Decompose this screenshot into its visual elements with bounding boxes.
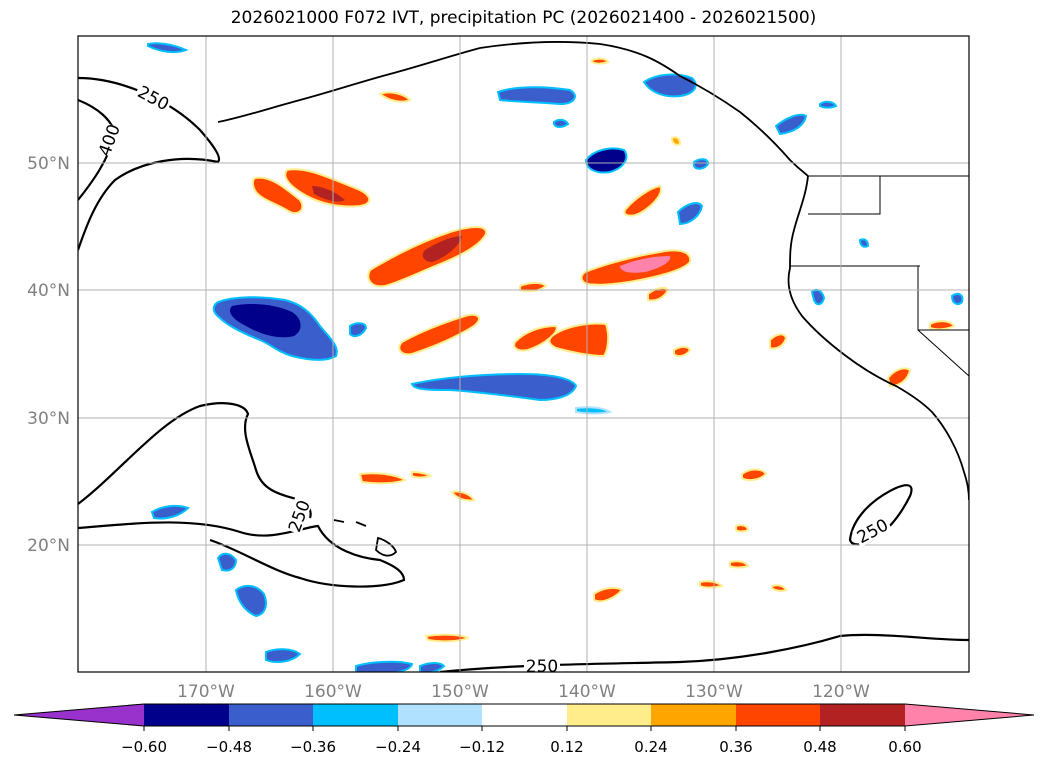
latitude-labels: 50°N 40°N 30°N 20°N: [27, 154, 70, 556]
precip-blob: [229, 304, 301, 338]
precip-blob: [950, 293, 964, 305]
precip-blob: [234, 584, 267, 618]
precip-blob: [251, 176, 304, 214]
contour-label: 250: [526, 657, 558, 677]
lat-label: 50°N: [27, 154, 70, 174]
precip-blob: [424, 633, 471, 643]
precip-blob: [729, 560, 750, 569]
precip-blob: [410, 372, 578, 402]
colorbar-segment-0: [14, 704, 144, 726]
precip-blob: [741, 468, 768, 482]
precip-blob: [265, 648, 302, 663]
precip-blob: [819, 100, 838, 109]
lat-label: 20°N: [27, 536, 70, 556]
colorbar-segment-1: [144, 704, 229, 726]
colorbar-tick-label: 0.36: [719, 738, 752, 756]
colorbar-segment-9: [820, 704, 905, 726]
colorbar-tick-label: −0.36: [290, 738, 336, 756]
colorbar-tick-label: 0.48: [803, 738, 836, 756]
precip-blob: [358, 472, 408, 485]
precip-blob: [670, 136, 682, 146]
colorbar-segment-8: [736, 704, 820, 726]
precip-blob: [548, 322, 610, 358]
precip-blob: [673, 346, 692, 358]
precip-blob: [312, 186, 345, 202]
precip-blob: [411, 470, 432, 479]
colorbar-segment-2: [229, 704, 313, 726]
precip-blob: [419, 662, 446, 672]
border-wa-or: [808, 176, 881, 215]
lat-label: 40°N: [27, 281, 70, 301]
precip-blob: [216, 552, 238, 572]
us-west-coast: [787, 175, 969, 501]
precip-blob: [349, 322, 368, 337]
colorbar-tick-label: −0.12: [459, 738, 505, 756]
precip-blob: [620, 256, 671, 273]
precip-negative-areas: [147, 42, 964, 672]
precip-blob: [355, 660, 414, 672]
map-title: 2026021000 F072 IVT, precipitation PC (2…: [230, 8, 817, 28]
colorbar-tick-label: 0.24: [634, 738, 667, 756]
hawaii-islands: [333, 519, 398, 557]
precip-blob: [929, 320, 956, 331]
lon-label: 170°W: [177, 682, 235, 702]
precip-blob: [699, 580, 724, 589]
colorbar-segment-4: [398, 704, 482, 726]
precip-blob: [735, 524, 750, 533]
colorbar: −0.60 −0.48 −0.36 −0.24 −0.12 0.12 0.24 …: [13, 703, 1035, 756]
precip-blob: [519, 282, 548, 293]
coastlines: [217, 41, 969, 557]
grid-lines: [78, 36, 969, 672]
colorbar-segment-3: [313, 704, 398, 726]
colorbar-tick-label: 0.60: [888, 738, 921, 756]
precip-blob: [693, 158, 710, 170]
longitude-labels: 170°W 160°W 150°W 140°W 130°W 120°W: [177, 682, 870, 702]
precip-blob: [858, 238, 870, 248]
state-borders: [790, 175, 969, 377]
precip-blob: [147, 42, 189, 54]
alaska-coast: [217, 41, 809, 177]
precip-blob: [642, 73, 697, 98]
precip-blob: [150, 504, 190, 520]
lon-label: 130°W: [685, 682, 743, 702]
lon-label: 140°W: [558, 682, 616, 702]
map-frame: [77, 35, 970, 673]
colorbar-tick-labels: −0.60 −0.48 −0.36 −0.24 −0.12 0.12 0.24 …: [121, 738, 922, 756]
precip-blob: [553, 118, 570, 128]
precip-blob: [591, 57, 610, 65]
precip-blob: [676, 202, 704, 226]
precip-blob: [593, 586, 624, 603]
precip-blob: [422, 236, 462, 262]
colorbar-tick-label: −0.60: [121, 738, 167, 756]
colorbar-segment-5: [482, 704, 567, 726]
colorbar-segment-6: [567, 704, 651, 726]
precip-blob: [284, 168, 371, 208]
ivt-contour-250-loop: [78, 521, 406, 588]
lon-label: 120°W: [812, 682, 870, 702]
precip-blob: [769, 333, 788, 350]
map-area: 250 400 250 250 250: [78, 36, 969, 677]
lon-label: 160°W: [304, 682, 362, 702]
colorbar-ticks: [143, 726, 906, 731]
precip-blob: [496, 86, 576, 106]
colorbar-tick-label: −0.24: [375, 738, 421, 756]
precip-blob: [771, 584, 788, 592]
precip-blob: [377, 91, 412, 103]
lon-label: 150°W: [431, 682, 489, 702]
colorbar-tick-label: 0.12: [550, 738, 583, 756]
precip-blob: [398, 313, 480, 356]
colorbar-tick-label: −0.48: [206, 738, 252, 756]
colorbar-segment-10: [905, 704, 1034, 726]
lat-label: 30°N: [27, 409, 70, 429]
precip-blob: [774, 113, 808, 136]
colorbar-segment-7: [651, 704, 736, 726]
contour-labels: 250 400 250 250 250: [94, 80, 893, 677]
precip-blob: [575, 406, 613, 415]
precip-blob: [450, 490, 476, 502]
precip-blob: [623, 184, 662, 217]
